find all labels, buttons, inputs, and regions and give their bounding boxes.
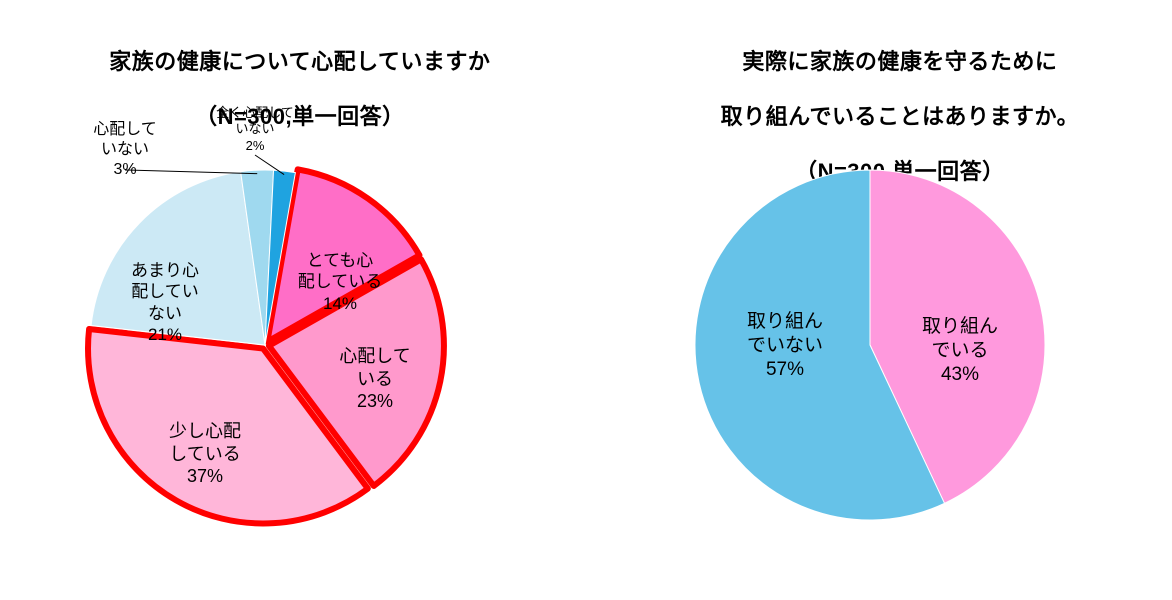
left-slice-label-3: あまり心 配してい ない 21%: [95, 260, 235, 345]
left-slice-label-0: とても心 配している 14%: [270, 250, 410, 314]
labels-layer: とても心 配している 14% 心配して いる 23% 少し心配 している 37% あま…: [0, 0, 1172, 600]
left-slice-label-4: 心配して いない 3%: [55, 120, 195, 180]
right-slice-label-0: 取り組ん でいる 43%: [890, 315, 1030, 386]
right-slice-label-1: 取り組ん でいない 57%: [715, 310, 855, 381]
left-slice-label-1: 心配して いる 23%: [305, 345, 445, 413]
left-slice-label-5: 全く心配して いない 2%: [185, 105, 325, 154]
left-slice-label-2: 少し心配 している 37%: [135, 420, 275, 488]
chart-stage: 家族の健康について心配していますか （N=300,単一回答） 実際に家族の健康を…: [0, 0, 1172, 600]
